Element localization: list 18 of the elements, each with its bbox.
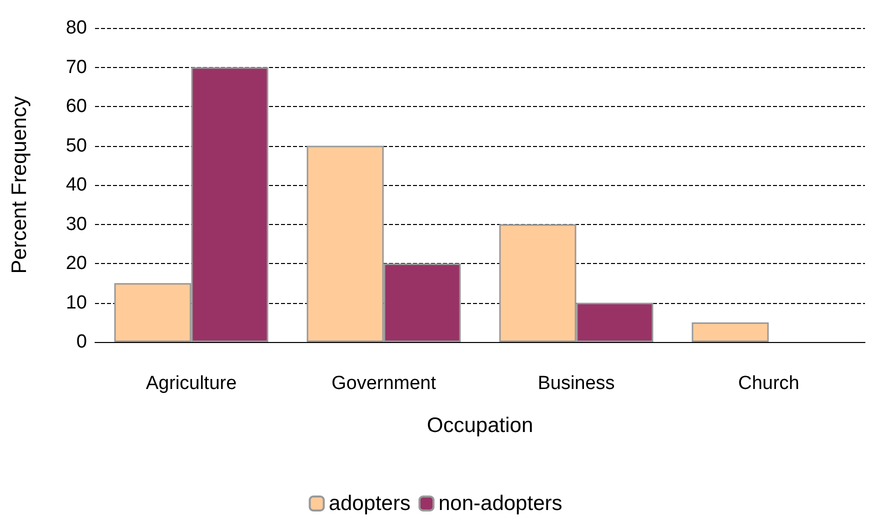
y-tick-label: 60 (66, 96, 87, 117)
y-tick-label: 50 (66, 135, 87, 156)
x-tick-label: Church (738, 373, 800, 394)
y-tick-label: 70 (66, 56, 87, 78)
bar (692, 322, 769, 342)
legend-label: adopters (328, 492, 410, 515)
y-tick-label: 20 (66, 253, 87, 274)
y-tick-label: 40 (66, 174, 87, 196)
y-tick-label: 30 (66, 214, 87, 235)
x-tick-label: Agriculture (146, 373, 237, 394)
x-axis-title: Occupation (426, 414, 534, 437)
x-tick-label: Government (331, 373, 437, 394)
x-tick-label: Business (538, 373, 615, 394)
y-tick-label: 80 (66, 18, 87, 38)
legend-label: non-adopters (438, 492, 562, 515)
y-tick-label: 0 (76, 332, 87, 352)
y-tick-label: 10 (66, 292, 87, 314)
y-axis-title: Percent Frequency (8, 96, 31, 274)
